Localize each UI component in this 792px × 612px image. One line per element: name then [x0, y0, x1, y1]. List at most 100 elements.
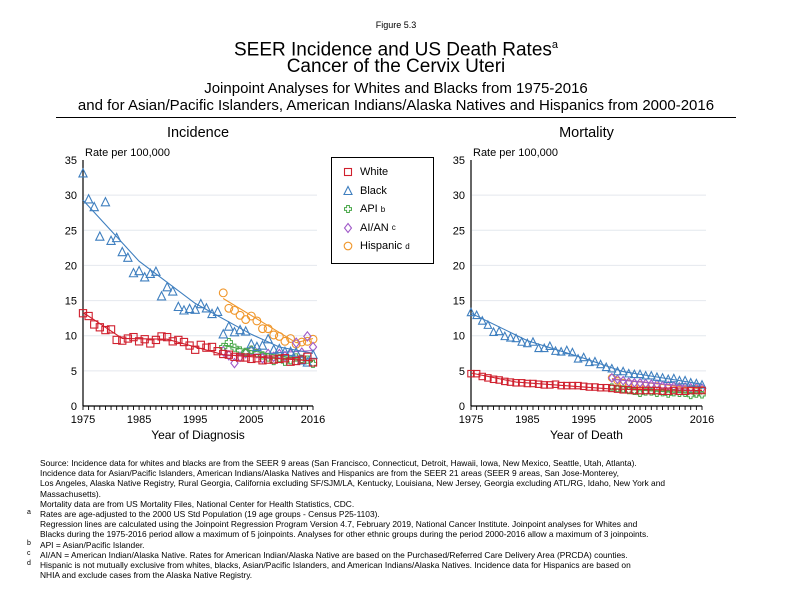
legend-footnote-marker: d	[405, 241, 410, 251]
diamond-marker-icon	[343, 222, 353, 233]
data-point	[612, 366, 623, 376]
data-point	[625, 386, 633, 394]
mortality-x-tick-label: 2005	[628, 414, 652, 426]
data-point	[224, 303, 234, 313]
data-point	[591, 383, 599, 391]
data-point	[230, 305, 239, 315]
data-point	[246, 338, 257, 349]
data-point	[607, 363, 617, 373]
chart-title: SEER Incidence and US Death Ratesa	[0, 34, 792, 61]
data-point	[556, 346, 566, 356]
data-point	[517, 379, 526, 387]
data-point	[168, 337, 177, 346]
data-point	[686, 386, 695, 395]
mortality-y-tick-label: 25	[453, 225, 465, 237]
mortality-panel-title: Mortality	[559, 125, 615, 141]
data-point	[641, 386, 650, 395]
footnote-text: AI/AN = American Indian/Alaska Native. R…	[40, 549, 628, 560]
data-point	[78, 309, 88, 318]
mortality-x-tick-label: 1975	[459, 414, 483, 426]
data-point	[573, 353, 583, 363]
mortality-y-tick-label: 0	[459, 401, 465, 413]
mortality-x-tick-label: 1985	[515, 414, 539, 426]
data-point	[247, 345, 256, 354]
data-point	[653, 379, 661, 390]
data-point	[268, 343, 279, 354]
data-point	[595, 359, 606, 369]
data-point	[292, 356, 301, 366]
incidence-x-tick-label: 1995	[183, 414, 207, 426]
data-point	[241, 315, 251, 324]
data-point	[224, 350, 234, 359]
data-point	[207, 342, 217, 352]
incidence-y-tick-label: 25	[65, 225, 77, 237]
data-point	[664, 387, 672, 395]
data-point	[680, 375, 690, 385]
trend-line	[470, 312, 703, 385]
data-point	[184, 303, 195, 314]
data-point	[291, 346, 302, 357]
legend-item-black: Black	[342, 185, 387, 197]
data-point	[641, 370, 651, 380]
data-point	[279, 346, 290, 357]
footnote-line: Mortality data are from US Mortality Fil…	[28, 499, 778, 509]
footnote-line: a Rates are age-adjusted to the 2000 US S…	[27, 509, 778, 519]
data-point	[308, 341, 318, 353]
data-point	[78, 167, 88, 178]
mortality-y-tick-label: 10	[453, 331, 465, 343]
data-point	[241, 347, 250, 356]
data-point	[263, 355, 273, 364]
incidence-x-tick-label: 1975	[71, 414, 95, 426]
data-point	[252, 316, 262, 326]
data-point	[286, 357, 295, 366]
mortality-y-axis-label: Rate per 100,000	[473, 147, 558, 159]
data-point	[534, 380, 543, 388]
data-point	[601, 361, 611, 372]
data-point	[596, 383, 605, 392]
data-point	[652, 371, 662, 381]
data-point	[647, 386, 656, 395]
data-point	[106, 325, 116, 334]
footnote-line: c AI/AN = American Indian/Alaska Native. …	[27, 549, 778, 560]
figure-label: Figure 5.3	[375, 20, 417, 30]
data-point	[494, 326, 504, 336]
legend-label: API	[360, 203, 378, 215]
data-point	[674, 375, 685, 385]
data-point	[528, 336, 538, 346]
data-point	[258, 351, 267, 360]
data-point	[579, 382, 588, 391]
mortality-y-tick-label: 15	[453, 296, 465, 308]
incidence-x-tick-label: 2005	[239, 414, 263, 426]
footnote-marker: c	[27, 549, 31, 557]
data-point	[691, 378, 701, 388]
data-point	[196, 340, 205, 350]
data-point	[698, 386, 706, 395]
incidence-y-tick-label: 15	[65, 296, 77, 308]
data-point	[201, 302, 212, 313]
data-point	[84, 311, 93, 321]
data-point	[534, 342, 544, 353]
data-point	[590, 356, 600, 366]
data-point	[303, 330, 312, 342]
data-point	[635, 368, 645, 379]
data-point	[286, 334, 296, 343]
data-point	[95, 323, 104, 332]
data-point	[202, 343, 211, 352]
data-point	[274, 343, 285, 354]
data-point	[686, 377, 696, 387]
data-point	[495, 376, 503, 384]
title-divider	[56, 117, 736, 118]
data-point	[613, 385, 622, 393]
data-point	[483, 319, 493, 329]
footnote-line: Los Angeles, Alaska Native Registry, Rur…	[28, 478, 778, 488]
data-point	[646, 370, 656, 380]
data-point	[670, 386, 678, 395]
mortality-x-tick-label: 2016	[690, 414, 714, 426]
data-point	[472, 309, 482, 320]
data-point	[669, 373, 679, 383]
legend-item-api: API b	[342, 203, 385, 215]
data-point	[658, 387, 667, 395]
data-point	[618, 366, 628, 376]
data-point	[252, 354, 262, 363]
data-point	[619, 375, 628, 386]
